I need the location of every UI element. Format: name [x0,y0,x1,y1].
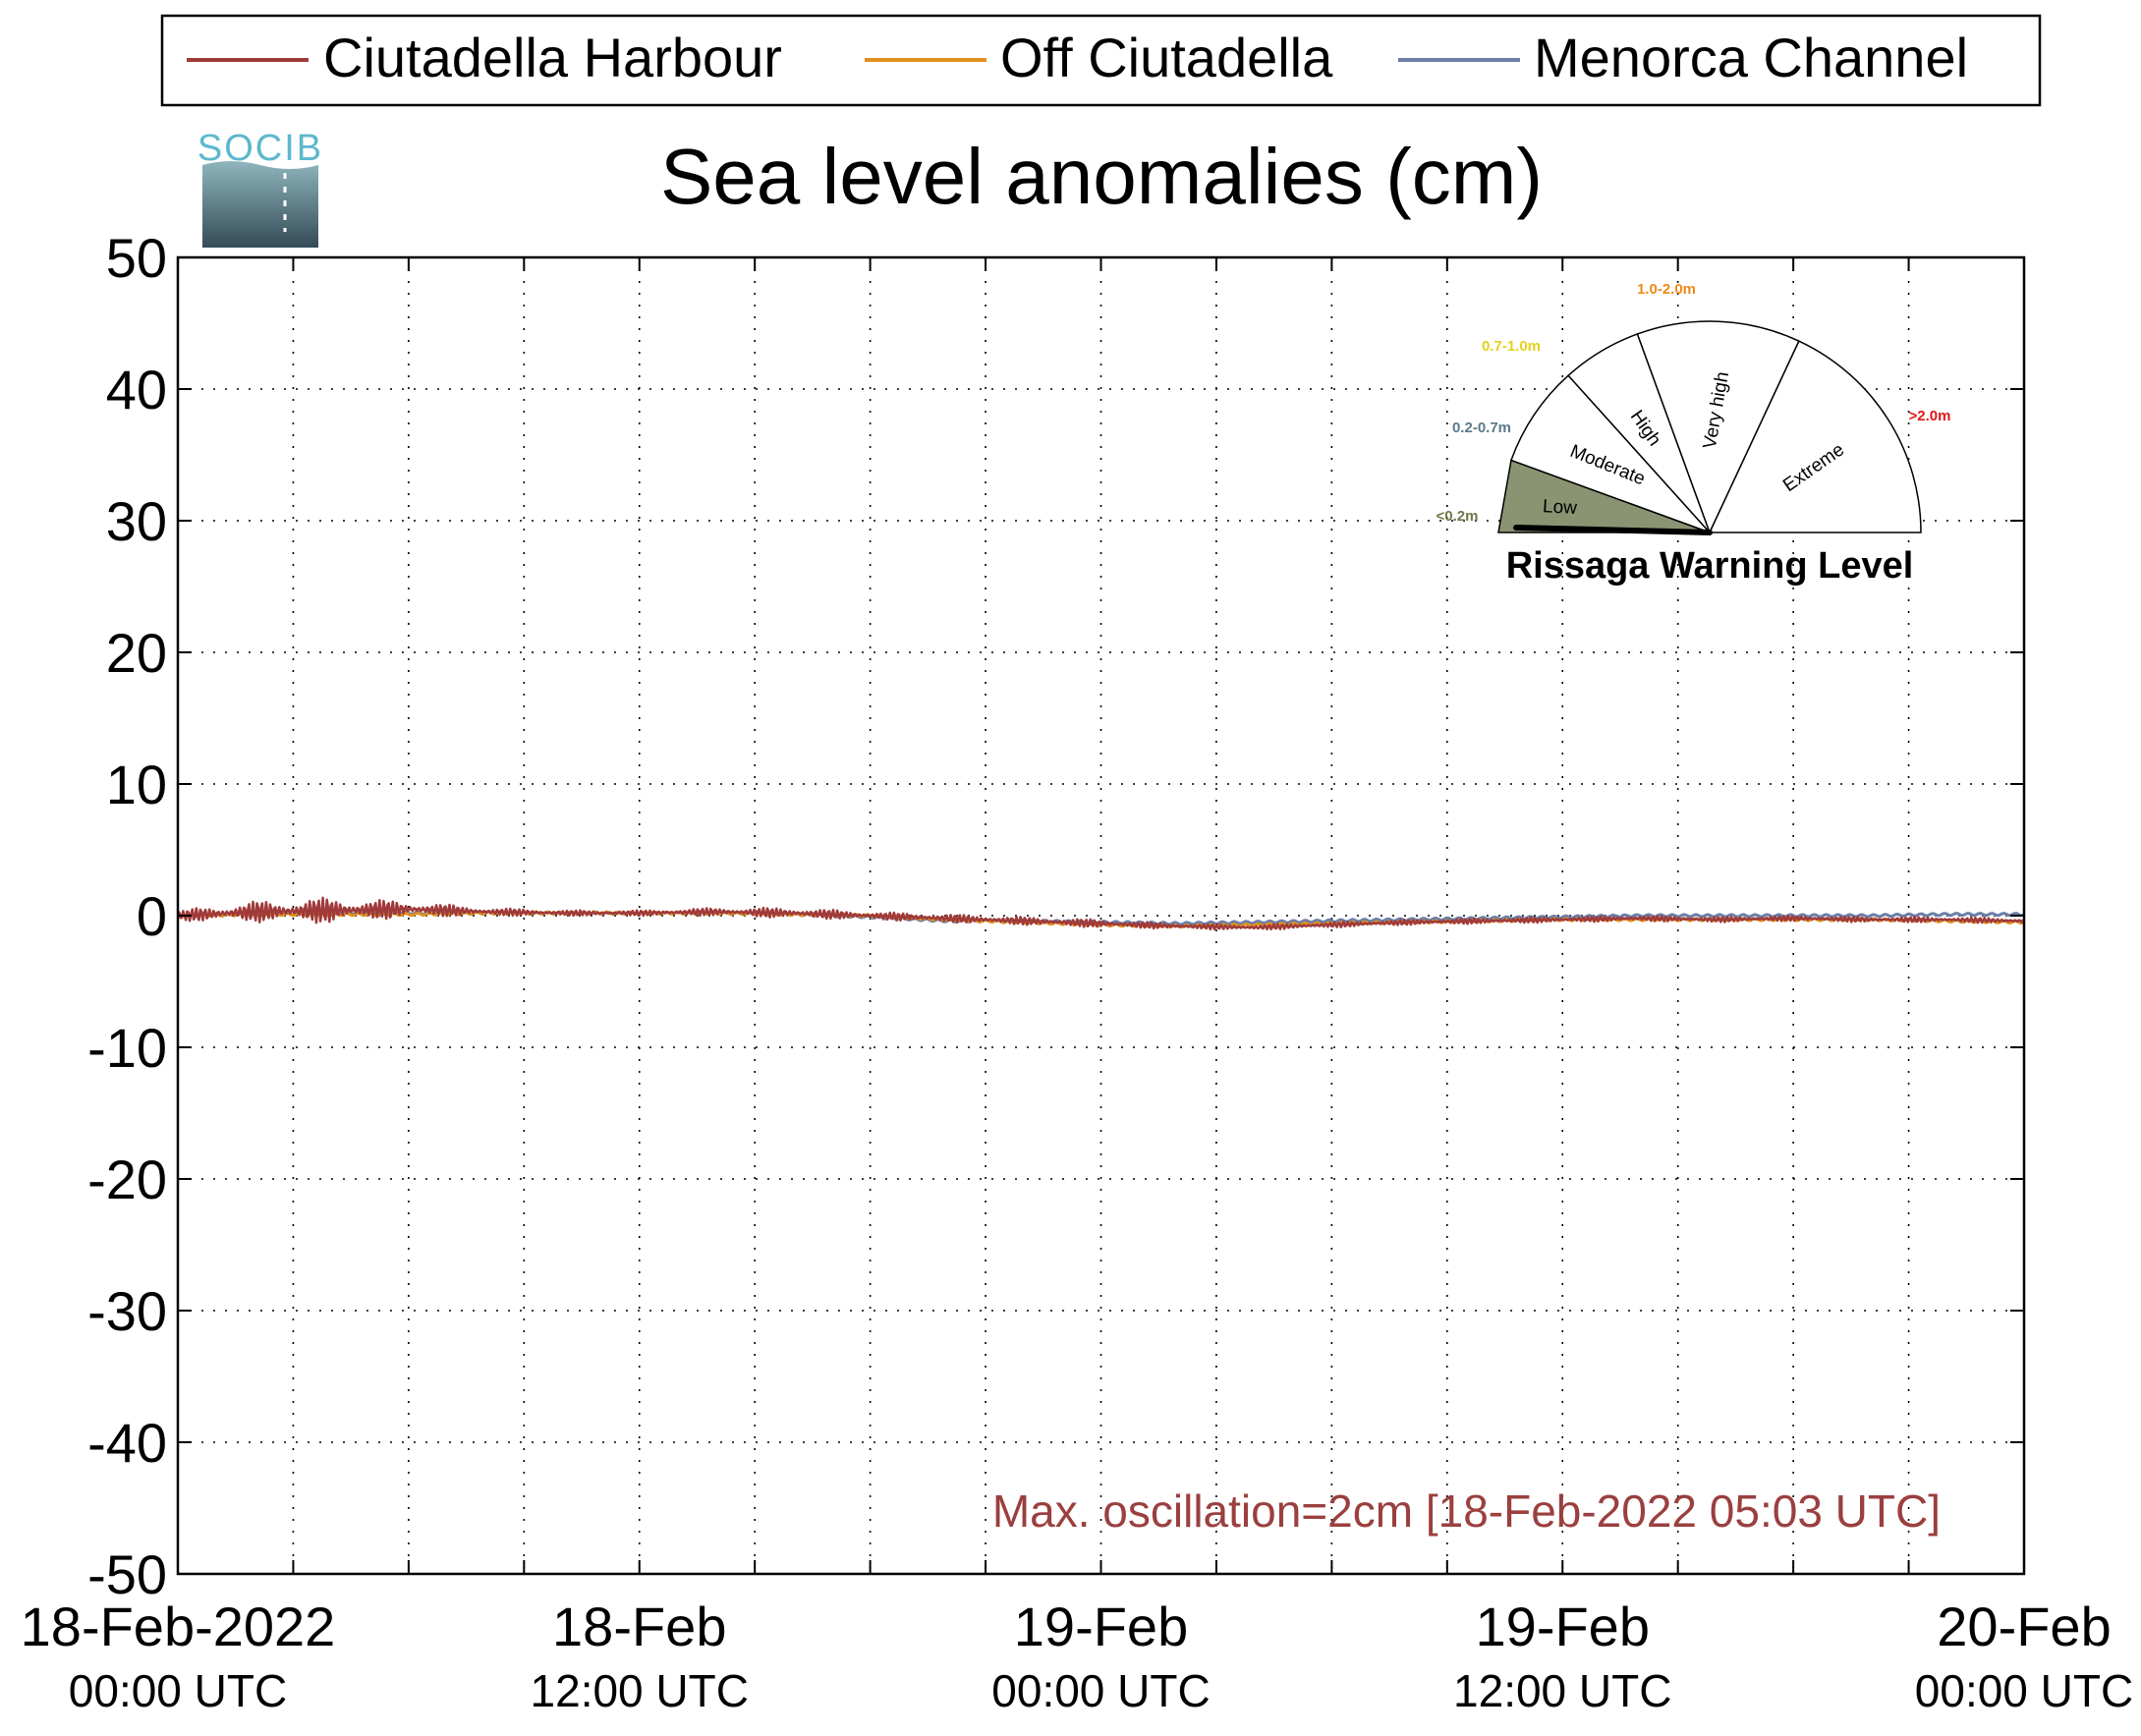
grid [178,257,2024,1574]
y-tick-label: 40 [106,359,167,420]
gauge-range-label: 0.2-0.7m [1452,420,1511,436]
legend: Ciutadella Harbour Off Ciutadella Menorc… [160,14,2042,107]
gauge-range-label: <0.2m [1437,508,1479,525]
legend-label-off-ciutadella: Off Ciutadella [1000,27,1333,88]
x-tick-label-time: 00:00 UTC [69,1665,287,1716]
x-tick-label-date: 18-Feb-2022 [21,1596,336,1657]
gauge-range-label: >2.0m [1909,408,1951,424]
gauge-range-label: 0.7-1.0m [1482,338,1541,355]
series-line-ciutadella-harbour [176,896,2025,931]
y-tick-label: -50 [87,1543,167,1605]
y-tick-label: 0 [137,885,167,947]
x-tick-label-date: 19-Feb [1014,1596,1188,1657]
legend-box [160,14,2042,107]
x-axis: 18-Feb-2022 00:00 UTC 18-Feb 12:00 UTC 19-Fe… [21,1596,2134,1716]
legend-label-ciutadella-harbour: Ciutadella Harbour [323,27,782,88]
gauge-sector-extreme [1708,340,1922,533]
x-tick-label-time: 12:00 UTC [531,1665,749,1716]
x-tick-label-time: 00:00 UTC [1915,1665,2133,1716]
legend-label-menorca-channel: Menorca Channel [1534,27,1968,88]
y-tick-label: 20 [106,622,167,684]
gauge-sector-label: Low [1543,496,1578,519]
x-tick-label-date: 18-Feb [552,1596,726,1657]
x-tick-label-date: 19-Feb [1476,1596,1650,1657]
logo-text: SOCIB [197,128,323,169]
y-axis: 50 40 30 20 10 0 -10 -20 -30 -40 -50 [87,227,167,1605]
y-tick-label: 10 [106,754,167,815]
gauge-range-label: 1.0-2.0m [1637,281,1696,298]
gauge-needle [1513,525,1713,535]
chart-title: Sea level anomalies (cm) [660,133,1543,220]
y-tick-label: 30 [106,490,167,552]
gauge-sector-very-high [1636,320,1800,534]
x-tick-label-date: 20-Feb [1937,1596,2111,1657]
series-layer [176,896,2025,931]
axis-ticks [178,256,2024,1575]
y-tick-label: -40 [87,1412,167,1474]
y-tick-label: -10 [87,1017,167,1079]
gauge-title: Rissaga Warning Level [1506,545,1914,587]
y-tick-label: 50 [106,227,167,289]
max-oscillation-annotation: Max. oscillation=2cm [18-Feb-2022 05:03 … [992,1485,1941,1537]
logo-wave-block [202,161,318,248]
y-tick-label: -20 [87,1148,167,1210]
x-tick-label-time: 00:00 UTC [991,1665,1210,1716]
x-tick-label-time: 12:00 UTC [1453,1665,1671,1716]
socib-logo: SOCIB [197,128,323,248]
y-tick-label: -30 [87,1280,167,1342]
gauge-sector-moderate [1510,374,1711,533]
